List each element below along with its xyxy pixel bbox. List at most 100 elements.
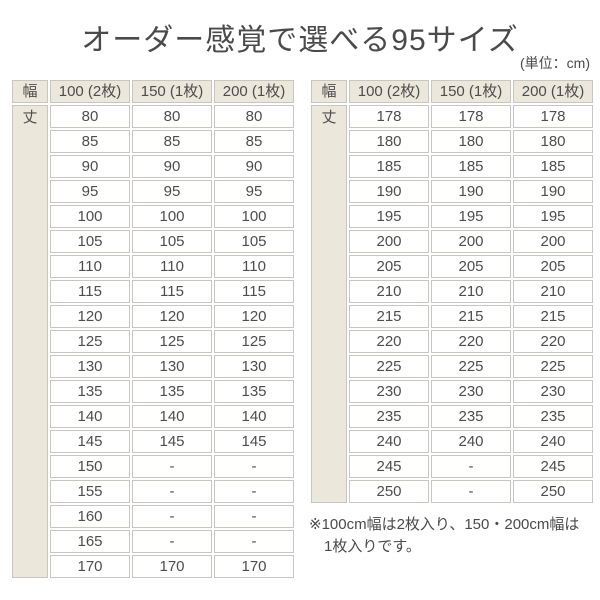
table-row: 165- -: [12, 530, 294, 553]
size-cell: 225: [349, 355, 429, 378]
size-cell: 195: [513, 205, 593, 228]
size-cell: -: [431, 480, 511, 503]
header-row: 幅 100 (2枚) 150 (1枚) 200 (1枚): [311, 80, 593, 103]
size-cell: 230: [513, 380, 593, 403]
size-cell: 85: [214, 130, 294, 153]
table-row: 235 235 235: [311, 405, 593, 428]
size-cell: 250: [513, 480, 593, 503]
size-cell: 235: [349, 405, 429, 428]
size-cell: 145: [50, 430, 130, 453]
size-cell: 125: [132, 330, 212, 353]
size-cell: -: [132, 480, 212, 503]
size-cell: -: [132, 530, 212, 553]
table-row: 230 230 230: [311, 380, 593, 403]
size-cell: 115: [50, 280, 130, 303]
footnote-line-2: 1枚入りです。: [324, 538, 421, 555]
table-row: 250-250: [311, 480, 593, 503]
table-row: 185 185 185: [311, 155, 593, 178]
table-head: 幅 100 (2枚) 150 (1枚) 200 (1枚): [12, 80, 294, 103]
size-cell: -: [132, 455, 212, 478]
table-row: 150- -: [12, 455, 294, 478]
size-cell: 180: [513, 130, 593, 153]
size-cell: 240: [349, 430, 429, 453]
width-header-cell: 幅: [12, 80, 48, 103]
size-cell: 195: [431, 205, 511, 228]
size-table-80-170: 幅 100 (2枚) 150 (1枚) 200 (1枚) 丈 80 80 80 85 85…: [10, 78, 296, 580]
size-cell: 190: [431, 180, 511, 203]
size-cell: 115: [132, 280, 212, 303]
size-cell: 120: [214, 305, 294, 328]
size-cell: 100: [214, 205, 294, 228]
size-cell: 190: [349, 180, 429, 203]
table-row: 145 145 145: [12, 430, 294, 453]
size-cell: 90: [50, 155, 130, 178]
table-row: 215 215 215: [311, 305, 593, 328]
table-row: 125 125 125: [12, 330, 294, 353]
size-cell: 110: [50, 255, 130, 278]
table-row: 丈 178 178 178: [311, 105, 593, 503]
size-cell: 210: [431, 280, 511, 303]
size-cell: 240: [431, 430, 511, 453]
size-cell: 120: [50, 305, 130, 328]
size-cell: 225: [431, 355, 511, 378]
size-cell: 80: [214, 105, 294, 128]
size-cell: 170: [214, 555, 294, 578]
column-header-200: 200 (1枚): [214, 80, 294, 103]
table-row: 105 105 105: [12, 230, 294, 253]
page-title: オーダー感覚で選べる95サイズ: [81, 24, 519, 57]
table-row: 160- -: [12, 505, 294, 528]
size-cell: -: [214, 455, 294, 478]
tables-container: 幅 100 (2枚) 150 (1枚) 200 (1枚) 丈 80 80 80 85 85…: [10, 78, 595, 580]
size-cell: 95: [132, 180, 212, 203]
size-cell: 135: [132, 380, 212, 403]
size-cell: 170: [50, 555, 130, 578]
column-header-150: 150 (1枚): [132, 80, 212, 103]
size-cell: 95: [214, 180, 294, 203]
table-head: 幅 100 (2枚) 150 (1枚) 200 (1枚): [311, 80, 593, 103]
length-header-cell: 丈: [12, 105, 48, 578]
size-cell: 180: [431, 130, 511, 153]
table-row: 225 225 225: [311, 355, 593, 378]
size-cell: 180: [349, 130, 429, 153]
table-row: 135 135 135: [12, 380, 294, 403]
size-cell: 85: [132, 130, 212, 153]
footnote: ※100cm幅は2枚入り、150・200cm幅は 1枚入りです。: [309, 514, 595, 558]
size-cell: 240: [513, 430, 593, 453]
size-cell: 250: [349, 480, 429, 503]
size-cell: 80: [132, 105, 212, 128]
size-cell: 205: [513, 255, 593, 278]
size-cell: 125: [50, 330, 130, 353]
size-cell: 105: [214, 230, 294, 253]
table-row: 205 205 205: [311, 255, 593, 278]
size-cell: 160: [50, 505, 130, 528]
size-cell: 140: [50, 405, 130, 428]
table-row: 240 240 240: [311, 430, 593, 453]
unit-label: (単位：cm): [520, 55, 590, 71]
size-cell: 178: [349, 105, 429, 128]
size-cell: 135: [50, 380, 130, 403]
size-cell: 95: [50, 180, 130, 203]
size-cell: 150: [50, 455, 130, 478]
table-row: 155- -: [12, 480, 294, 503]
table-row: 95 95 95: [12, 180, 294, 203]
size-cell: 230: [431, 380, 511, 403]
table-row: 140 140 140: [12, 405, 294, 428]
table-row: 100 100 100: [12, 205, 294, 228]
table-row: 195 195 195: [311, 205, 593, 228]
table-row: 170 170 170: [12, 555, 294, 578]
column-header-200: 200 (1枚): [513, 80, 593, 103]
size-cell: 130: [214, 355, 294, 378]
table-row: 85 85 85: [12, 130, 294, 153]
column-header-100: 100 (2枚): [349, 80, 429, 103]
size-cell: 195: [349, 205, 429, 228]
size-cell: 245: [349, 455, 429, 478]
size-cell: 178: [431, 105, 511, 128]
size-cell: 205: [349, 255, 429, 278]
size-cell: 125: [214, 330, 294, 353]
table-row: 220 220 220: [311, 330, 593, 353]
size-cell: 80: [50, 105, 130, 128]
size-cell: 220: [431, 330, 511, 353]
table-row: 190 190 190: [311, 180, 593, 203]
size-cell: 100: [50, 205, 130, 228]
